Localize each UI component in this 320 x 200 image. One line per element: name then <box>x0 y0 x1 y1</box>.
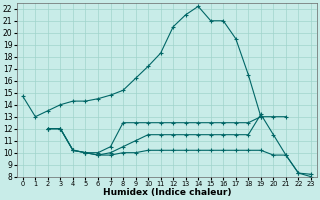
X-axis label: Humidex (Indice chaleur): Humidex (Indice chaleur) <box>103 188 231 197</box>
